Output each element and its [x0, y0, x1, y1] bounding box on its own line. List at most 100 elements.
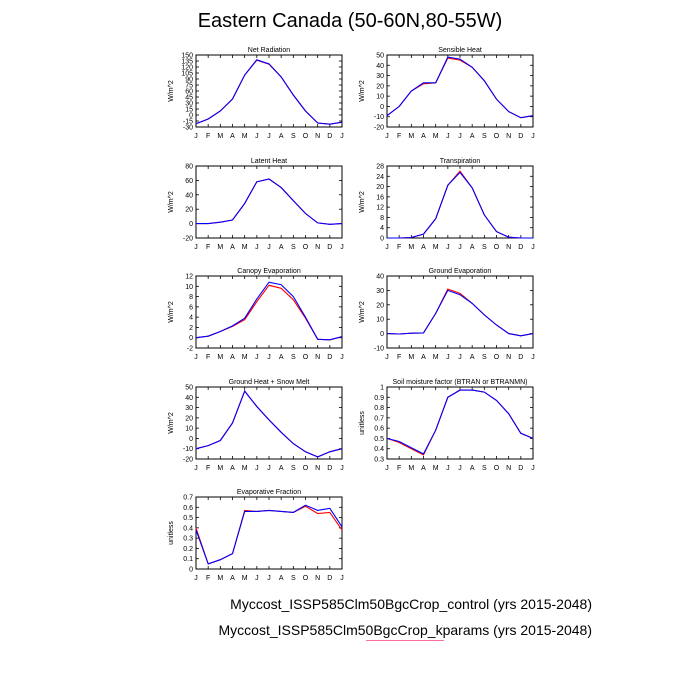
y-tick-label: 1: [380, 385, 384, 392]
y-tick-label: 30: [376, 288, 384, 295]
series-line-control: [386, 389, 534, 455]
x-tick-label: J: [531, 354, 535, 361]
y-tick-label: 60: [185, 89, 193, 96]
y-tick-label: 50: [376, 53, 384, 60]
x-tick-label: M: [242, 133, 248, 140]
x-tick-label: A: [470, 133, 475, 140]
y-tick-label: 20: [376, 302, 384, 309]
y-axis-label: W/m^2: [168, 191, 175, 213]
y-tick-label: 28: [376, 164, 384, 171]
x-tick-label: O: [303, 133, 309, 140]
x-tick-label: J: [267, 244, 271, 251]
y-tick-label: 24: [376, 174, 384, 181]
y-tick-label: 16: [376, 194, 384, 201]
y-tick-label: 150: [181, 53, 193, 60]
x-tick-label: M: [217, 575, 223, 582]
x-tick-label: A: [421, 465, 426, 472]
y-tick-label: 12: [185, 274, 193, 281]
x-tick-label: A: [279, 133, 284, 140]
y-tick-label: 0.2: [183, 546, 193, 553]
x-tick-label: F: [397, 354, 401, 361]
series-line-kparams: [195, 505, 343, 565]
x-tick-label: N: [506, 244, 511, 251]
y-tick-label: 6: [189, 304, 193, 311]
y-tick-label: 4: [189, 315, 193, 322]
x-tick-label: J: [267, 133, 271, 140]
x-tick-label: M: [242, 244, 248, 251]
x-tick-label: A: [230, 354, 235, 361]
x-tick-label: M: [242, 354, 248, 361]
y-tick-label: 0.5: [374, 436, 384, 443]
x-tick-label: F: [206, 244, 210, 251]
y-tick-label: 75: [185, 83, 193, 90]
y-tick-label: 20: [376, 184, 384, 191]
series-line-control: [195, 504, 343, 565]
x-tick-label: J: [458, 354, 462, 361]
x-tick-label: J: [267, 575, 271, 582]
x-tick-label: O: [303, 354, 309, 361]
y-tick-label: 90: [185, 77, 193, 84]
x-tick-label: M: [217, 133, 223, 140]
x-tick-label: J: [446, 465, 450, 472]
x-tick-label: J: [458, 465, 462, 472]
x-tick-label: F: [397, 244, 401, 251]
y-tick-label: 40: [376, 274, 384, 281]
x-tick-label: J: [194, 575, 198, 582]
x-tick-label: J: [446, 133, 450, 140]
y-axis-label: W/m^2: [168, 412, 175, 434]
x-tick-label: F: [206, 354, 210, 361]
x-tick-label: M: [242, 575, 248, 582]
x-tick-label: O: [494, 133, 500, 140]
series-line-control: [195, 281, 343, 341]
x-tick-label: D: [518, 354, 523, 361]
x-tick-label: J: [458, 244, 462, 251]
x-tick-label: O: [303, 465, 309, 472]
x-tick-label: O: [494, 354, 500, 361]
y-tick-label: 30: [185, 101, 193, 108]
y-tick-label: 10: [185, 426, 193, 433]
x-tick-label: M: [433, 465, 439, 472]
y-tick-label: 0: [189, 113, 193, 120]
x-tick-label: J: [340, 575, 344, 582]
x-tick-label: S: [482, 465, 487, 472]
x-tick-label: S: [291, 354, 296, 361]
panel-7: Soil moisture factor (BTRAN or BTRANMN) u…: [359, 379, 535, 472]
x-tick-label: J: [194, 354, 198, 361]
x-tick-label: J: [267, 465, 271, 472]
x-tick-label: A: [230, 465, 235, 472]
y-axis-label: W/m^2: [168, 80, 175, 102]
x-tick-label: S: [482, 354, 487, 361]
y-tick-label: 30: [185, 405, 193, 412]
y-tick-label: 0.3: [183, 536, 193, 543]
x-tick-label: F: [206, 465, 210, 472]
x-tick-label: D: [327, 465, 332, 472]
y-tick-label: 0.4: [183, 525, 193, 532]
x-tick-label: M: [408, 354, 414, 361]
series-line-kparams: [386, 389, 534, 456]
y-axis-label: W/m^2: [359, 301, 366, 323]
panel-title: Soil moisture factor (BTRAN or BTRANMN): [393, 379, 528, 386]
y-tick-label: 0: [380, 236, 384, 243]
x-tick-label: D: [518, 244, 523, 251]
y-tick-label: 0: [380, 331, 384, 338]
panel-8: Evaporative Fraction unitless 0 0.1 0.2 0.3 0.…: [168, 489, 344, 582]
y-tick-label: 0.1: [183, 556, 193, 563]
plot-frame: [386, 275, 534, 349]
legend-entry-kparams: Myccost_ISSP585Clm50BgcCrop_kparams (yrs…: [218, 622, 593, 638]
y-tick-label: 0.9: [374, 395, 384, 402]
y-tick-label: 8: [380, 215, 384, 222]
panel-title: Ground Heat + Snow Melt: [229, 379, 310, 386]
y-tick-label: -20: [374, 125, 384, 132]
x-tick-label: A: [279, 575, 284, 582]
x-tick-label: J: [458, 133, 462, 140]
x-tick-label: A: [279, 244, 284, 251]
y-tick-label: 0.4: [374, 446, 384, 453]
x-tick-label: A: [470, 354, 475, 361]
series-line-kparams: [195, 59, 343, 125]
series-line-kparams: [387, 170, 533, 239]
x-tick-label: N: [315, 575, 320, 582]
y-tick-label: -15: [183, 119, 193, 126]
